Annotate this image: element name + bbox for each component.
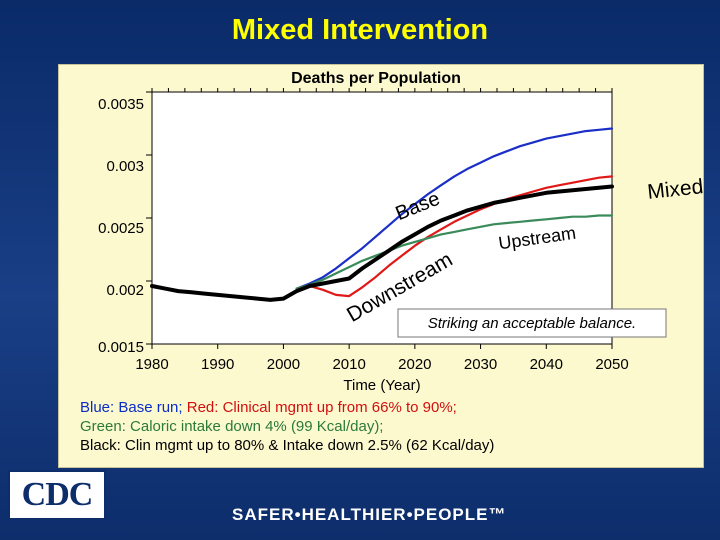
series-line-black	[150, 184, 614, 302]
annotation-box	[397, 308, 667, 338]
x-axis-label: Time (Year)	[343, 377, 420, 394]
x-tick-label: 2020	[398, 356, 431, 373]
x-tick-label: 2030	[464, 356, 497, 373]
annotation-mixed: Mixed	[646, 175, 704, 204]
legend-red: Red: Clinical mgmt up from 66% to 90%;	[186, 399, 457, 416]
y-tick-label: 0.002	[106, 282, 144, 299]
series-line-red	[295, 175, 614, 298]
series-line-blue	[295, 127, 614, 290]
legend-row-2: Green: Caloric intake down 4% (99 Kcal/d…	[80, 417, 700, 436]
y-tick-label: 0.0025	[98, 220, 144, 237]
legend: Blue: Base run; Red: Clinical mgmt up fr…	[80, 398, 700, 455]
series-line-green	[295, 214, 614, 290]
x-tick-label: 2010	[332, 356, 365, 373]
legend-blue: Blue: Base run;	[80, 399, 183, 416]
x-tick-label: 1980	[135, 356, 168, 373]
y-tick-label: 0.0015	[98, 339, 144, 356]
legend-row-1: Blue: Base run; Red: Clinical mgmt up fr…	[80, 398, 700, 417]
cdc-logo-text: CDC	[21, 476, 94, 513]
x-tick-label: 2040	[530, 356, 563, 373]
plot-area	[151, 91, 613, 345]
cdc-logo: CDC	[8, 470, 106, 520]
x-tick-label: 2000	[267, 356, 300, 373]
slide-title: Mixed Intervention	[231, 14, 489, 46]
x-tick-label: 2050	[595, 356, 628, 373]
legend-green: Green: Caloric intake down 4% (99 Kcal/d…	[80, 418, 384, 435]
y-tick-label: 0.003	[106, 158, 144, 175]
x-tick-label: 1990	[201, 356, 234, 373]
y-tick-label: 0.0035	[98, 96, 144, 113]
annotation-balance: Striking an acceptable balance.	[428, 315, 636, 332]
legend-black: Black: Clin mgmt up to 80% & Intake down…	[80, 437, 495, 454]
legend-row-3: Black: Clin mgmt up to 80% & Intake down…	[80, 436, 700, 455]
chart-title: Deaths per Population	[291, 70, 461, 87]
footer-tagline: SAFER•HEALTHIER•PEOPLE™	[232, 505, 507, 524]
